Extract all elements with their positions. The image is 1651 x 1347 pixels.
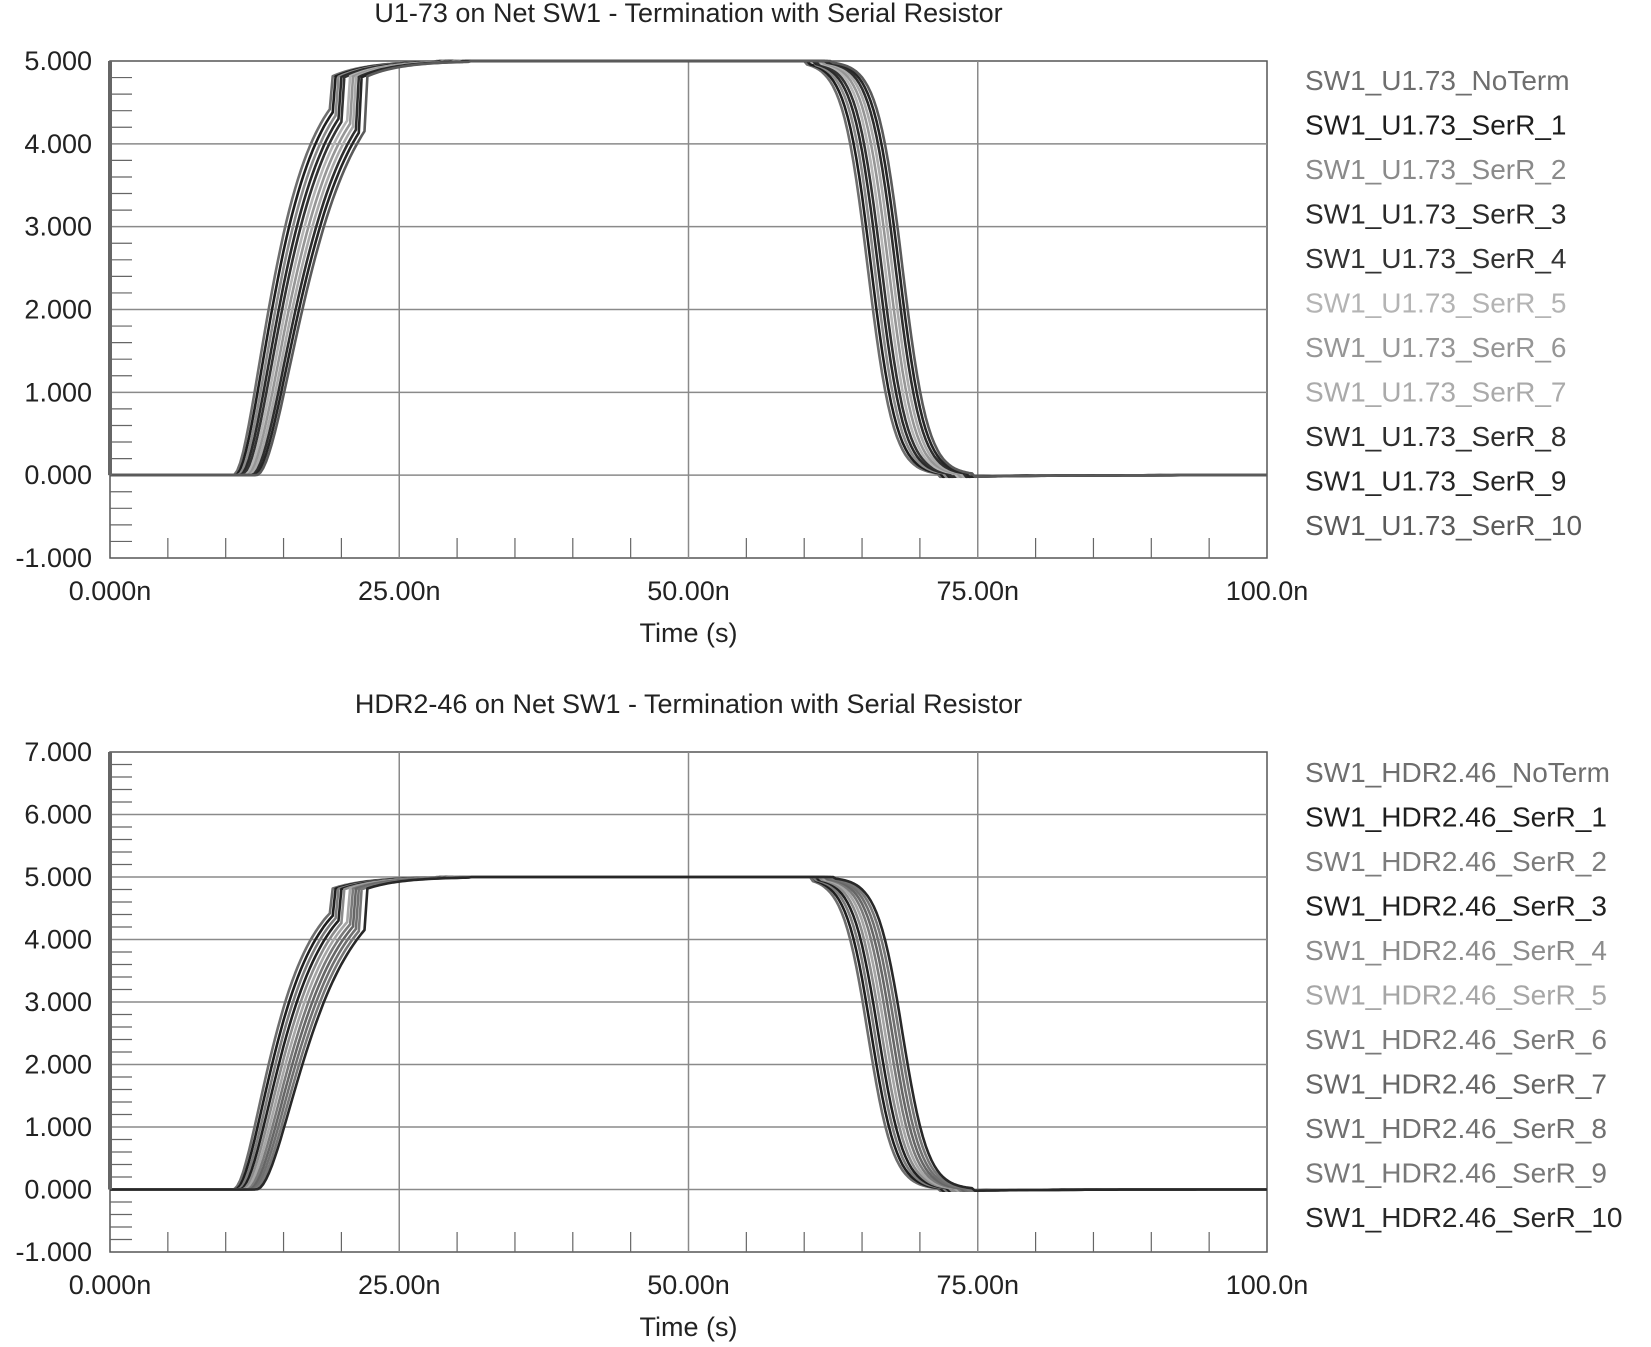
chart1-legend-entry: SW1_U1.73_SerR_1 bbox=[1305, 110, 1566, 141]
chart1-legend-entry: SW1_U1.73_SerR_10 bbox=[1305, 510, 1582, 541]
chart2-x-tick-label: 75.00n bbox=[936, 1270, 1019, 1300]
chart1: U1-73 on Net SW1 - Termination with Seri… bbox=[15, 0, 1582, 648]
chart1-legend-entry: SW1_U1.73_SerR_2 bbox=[1305, 154, 1566, 185]
chart1-legend-entry: SW1_U1.73_NoTerm bbox=[1305, 65, 1570, 96]
chart2-legend-entry: SW1_HDR2.46_SerR_6 bbox=[1305, 1024, 1607, 1055]
chart2-y-tick-label: 6.000 bbox=[24, 800, 92, 830]
chart2-y-tick-label: 5.000 bbox=[24, 862, 92, 892]
chart2-y-tick-label: -1.000 bbox=[15, 1237, 92, 1267]
chart2-y-tick-label: 3.000 bbox=[24, 987, 92, 1017]
chart2-legend-entry: SW1_HDR2.46_SerR_5 bbox=[1305, 980, 1607, 1011]
chart2-y-tick-label: 1.000 bbox=[24, 1112, 92, 1142]
chart1-series-line bbox=[110, 59, 1267, 479]
chart1-legend-entry: SW1_U1.73_SerR_9 bbox=[1305, 466, 1566, 497]
chart1-legend-entry: SW1_U1.73_SerR_8 bbox=[1305, 421, 1566, 452]
chart1-y-tick-label: -1.000 bbox=[15, 543, 92, 573]
chart2-legend-entry: SW1_HDR2.46_SerR_4 bbox=[1305, 935, 1607, 966]
chart1-y-tick-label: 3.000 bbox=[24, 212, 92, 242]
chart1-start-transient bbox=[108, 61, 112, 476]
chart2-y-tick-label: 4.000 bbox=[24, 925, 92, 955]
chart2: HDR2-46 on Net SW1 - Termination with Se… bbox=[15, 689, 1622, 1342]
chart1-legend-entry: SW1_U1.73_SerR_6 bbox=[1305, 332, 1566, 363]
chart1-title: U1-73 on Net SW1 - Termination with Seri… bbox=[374, 0, 1002, 28]
chart2-legend-entry: SW1_HDR2.46_NoTerm bbox=[1305, 757, 1610, 788]
chart2-legend-entry: SW1_HDR2.46_SerR_1 bbox=[1305, 802, 1607, 833]
chart2-legend-entry: SW1_HDR2.46_SerR_9 bbox=[1305, 1158, 1607, 1189]
chart2-title: HDR2-46 on Net SW1 - Termination with Se… bbox=[355, 689, 1022, 719]
chart2-x-tick-label: 50.00n bbox=[647, 1270, 730, 1300]
chart2-x-tick-label: 100.0n bbox=[1226, 1270, 1309, 1300]
chart1-legend-entry: SW1_U1.73_SerR_3 bbox=[1305, 199, 1566, 230]
chart2-legend-entry: SW1_HDR2.46_SerR_10 bbox=[1305, 1202, 1623, 1233]
chart1-legend-entry: SW1_U1.73_SerR_5 bbox=[1305, 288, 1566, 319]
chart1-x-tick-label: 100.0n bbox=[1226, 576, 1309, 606]
chart2-legend-entry: SW1_HDR2.46_SerR_7 bbox=[1305, 1069, 1607, 1100]
chart2-series-line bbox=[110, 875, 1267, 1192]
chart2-legend-entry: SW1_HDR2.46_SerR_8 bbox=[1305, 1113, 1607, 1144]
chart2-legend-entry: SW1_HDR2.46_SerR_2 bbox=[1305, 846, 1607, 877]
chart2-x-tick-label: 25.00n bbox=[358, 1270, 441, 1300]
chart1-y-tick-label: 1.000 bbox=[24, 377, 92, 407]
chart1-y-tick-label: 0.000 bbox=[24, 460, 92, 490]
chart1-x-axis-label: Time (s) bbox=[640, 618, 738, 648]
chart1-legend-entry: SW1_U1.73_SerR_4 bbox=[1305, 243, 1566, 274]
chart1-y-tick-label: 4.000 bbox=[24, 129, 92, 159]
chart2-legend-entry: SW1_HDR2.46_SerR_3 bbox=[1305, 891, 1607, 922]
chart2-x-tick-label: 0.000n bbox=[69, 1270, 152, 1300]
chart1-legend-entry: SW1_U1.73_SerR_7 bbox=[1305, 377, 1566, 408]
chart1-x-tick-label: 0.000n bbox=[69, 576, 152, 606]
chart2-start-transient bbox=[108, 752, 112, 1190]
chart2-y-tick-label: 0.000 bbox=[24, 1175, 92, 1205]
chart1-y-tick-label: 2.000 bbox=[24, 295, 92, 325]
chart1-x-tick-label: 25.00n bbox=[358, 576, 441, 606]
chart1-x-tick-label: 50.00n bbox=[647, 576, 730, 606]
chart2-y-tick-label: 2.000 bbox=[24, 1050, 92, 1080]
chart2-y-tick-label: 7.000 bbox=[24, 737, 92, 767]
chart1-y-tick-label: 5.000 bbox=[24, 46, 92, 76]
chart1-x-tick-label: 75.00n bbox=[936, 576, 1019, 606]
chart2-x-axis-label: Time (s) bbox=[640, 1312, 738, 1342]
